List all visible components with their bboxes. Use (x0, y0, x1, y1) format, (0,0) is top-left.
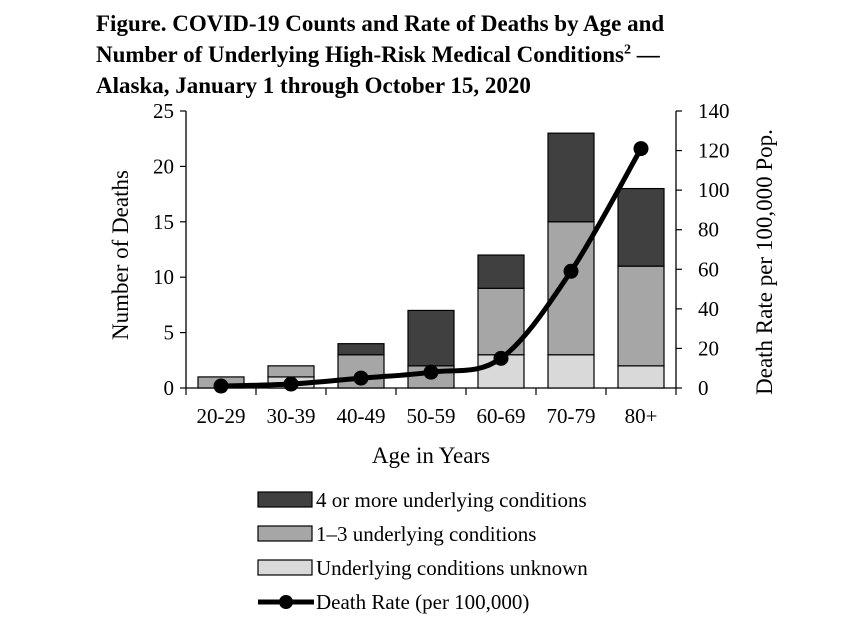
legend-swatch-2 (257, 559, 313, 576)
title-line-1: Figure. COVID-19 Counts and Rate of Deat… (96, 11, 665, 36)
y-tick-label: 5 (164, 321, 175, 345)
title-line-2: Number of Underlying High-Risk Medical C… (96, 39, 816, 70)
rate-line-group (213, 141, 649, 394)
y2-tick-label: 40 (698, 297, 719, 321)
y2-tick-label: 140 (698, 99, 730, 123)
x-tick-label: 40-49 (337, 404, 386, 428)
legend-label-0: 4 or more underlying conditions (316, 488, 587, 512)
bar-segment-30-39-1 (267, 365, 315, 378)
death-rate-point-20-29 (213, 378, 229, 394)
bar-segment-70-79-2 (547, 132, 595, 223)
y2-tick-label: 20 (698, 336, 719, 360)
y-tick-label: 0 (164, 376, 175, 400)
bar-segment-80+-1 (617, 265, 665, 367)
title-line-2-tail: — (631, 42, 660, 67)
x-tick-label: 80+ (625, 404, 658, 428)
bar-segment-60-69-2 (477, 254, 525, 289)
bar-segment-70-79-0 (547, 354, 595, 389)
legend-label-1: 1–3 underlying conditions (316, 522, 536, 546)
x-tick-label: 20-29 (197, 404, 246, 428)
y2-tick-label: 120 (698, 139, 730, 163)
y-tick-label: 25 (153, 99, 174, 123)
bar-segment-80+-0 (617, 365, 665, 389)
y-tick-label: 15 (153, 210, 174, 234)
bar-segment-70-79-1 (547, 221, 595, 356)
legend-marker (279, 595, 293, 609)
y-tick-label: 20 (153, 154, 174, 178)
y2-tick-label: 60 (698, 257, 719, 281)
title-line-3: Alaska, January 1 through October 15, 20… (96, 73, 531, 98)
y2-axis-label: Death Rate per 100,000 Pop. (752, 129, 777, 395)
bars (197, 132, 665, 389)
bar-segment-40-49-2 (337, 343, 385, 356)
legend: 4 or more underlying conditions 1–3 under… (257, 488, 588, 614)
y2-tick-label: 0 (698, 376, 709, 400)
title-footnote-marker: 2 (624, 42, 631, 58)
y2-tick-label: 100 (698, 178, 730, 202)
death-rate-point-60-69 (493, 350, 509, 366)
bar-segment-50-59-2 (407, 309, 455, 367)
death-rate-point-50-59 (423, 364, 439, 380)
legend-label-3: Death Rate (per 100,000) (316, 590, 529, 614)
y2-tick-label: 80 (698, 218, 719, 242)
death-rate-point-80+ (633, 141, 649, 157)
death-rate-point-40-49 (353, 370, 369, 386)
chart-title: Figure. COVID-19 Counts and Rate of Deat… (96, 8, 816, 101)
legend-label-2: Underlying conditions unknown (316, 556, 588, 580)
x-tick-label: 50-59 (407, 404, 456, 428)
y-tick-label: 10 (153, 265, 174, 289)
title-line-2-text: Number of Underlying High-Risk Medical C… (96, 42, 624, 67)
x-axis-label: Age in Years (372, 443, 490, 468)
x-tick-label: 30-39 (267, 404, 316, 428)
death-rate-point-30-39 (283, 376, 299, 392)
death-rate-point-70-79 (563, 263, 579, 279)
x-tick-label: 60-69 (477, 404, 526, 428)
x-tick-label: 70-79 (547, 404, 596, 428)
legend-swatch-0 (257, 491, 313, 508)
legend-swatch-1 (257, 525, 313, 542)
bar-segment-80+-2 (617, 187, 665, 267)
y-axis-label: Number of Deaths (108, 170, 133, 340)
